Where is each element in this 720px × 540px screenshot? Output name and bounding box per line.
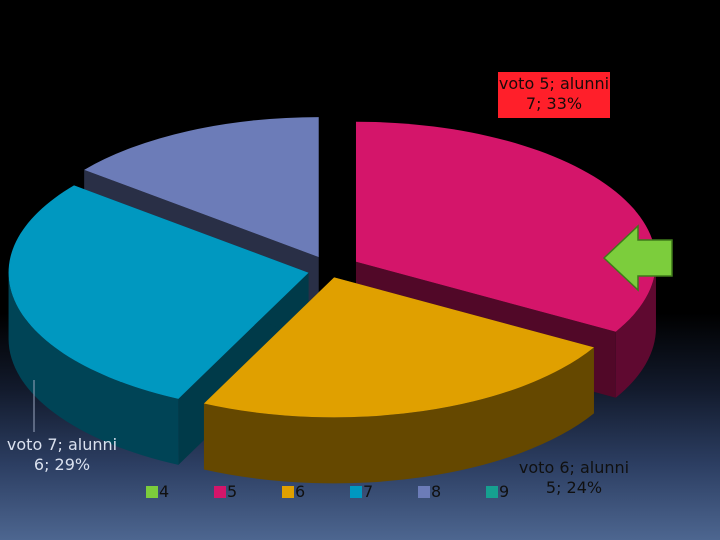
- data-label-voto-5-line2: 7; 33%: [525, 94, 583, 113]
- pie-slice-voto-5: [355, 121, 656, 332]
- legend-label-8: 8: [431, 482, 442, 501]
- legend-label-7: 7: [363, 482, 374, 501]
- pie-side-voto-7-0: [8, 272, 179, 465]
- data-label-voto-6: voto 6; alunni 5; 24%: [510, 458, 638, 498]
- data-label-voto-5: voto 5; alunni 7; 33%: [498, 72, 610, 118]
- data-label-voto-7-line1: voto 7; alunni: [6, 435, 118, 454]
- legend-label-4: 4: [159, 482, 170, 501]
- arrow-left-icon: [602, 224, 673, 292]
- data-label-voto-6-line1: voto 6; alunni: [518, 458, 630, 477]
- data-label-voto-7: voto 7; alunni 6; 29%: [4, 435, 120, 475]
- pie-tops: [8, 117, 656, 418]
- legend-swatch-4: [146, 486, 158, 498]
- legend-swatch-6: [282, 486, 294, 498]
- pie-slice-voto-8: [84, 117, 319, 258]
- pie-slice-voto-6: [203, 277, 594, 418]
- annotations: [602, 224, 673, 292]
- data-label-voto-5-line1: voto 5; alunni: [498, 74, 610, 93]
- legend-swatch-5: [214, 486, 226, 498]
- pie-side-voto-6-0: [203, 347, 594, 484]
- legend-swatch-8: [418, 486, 430, 498]
- legend-swatch-7: [350, 486, 362, 498]
- pie-side-voto-5-0: [615, 261, 656, 398]
- legend-label-5: 5: [227, 482, 238, 501]
- legend-label-9: 9: [499, 482, 510, 501]
- data-label-voto-7-line2: 6; 29%: [33, 455, 91, 474]
- chart-legend: 4 5 6 7 8 9: [146, 482, 526, 506]
- pie-slice-voto-7: [8, 185, 309, 399]
- data-label-voto-6-line2: 5; 24%: [545, 478, 603, 497]
- legend-swatch-9: [486, 486, 498, 498]
- legend-label-6: 6: [295, 482, 306, 501]
